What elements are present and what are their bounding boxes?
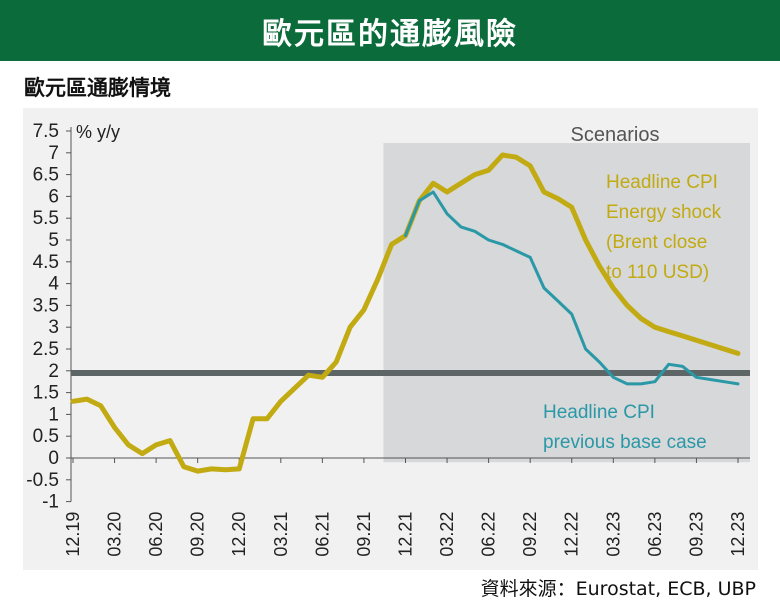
y-tick-label: 2 bbox=[48, 361, 59, 382]
y-tick-label: 1 bbox=[48, 404, 59, 425]
x-tick-label: 03.20 bbox=[105, 512, 125, 557]
source-note: 資料來源：Eurostat, ECB, UBP bbox=[480, 578, 756, 600]
x-tick-label: 12.21 bbox=[395, 512, 415, 557]
series-label-line: Headline CPI bbox=[543, 402, 655, 423]
y-tick-label: 4.5 bbox=[33, 252, 59, 273]
y-tick-label: 3 bbox=[48, 317, 59, 338]
y-tick-label: 3.5 bbox=[33, 295, 59, 316]
series-label-line: to 110 USD) bbox=[606, 262, 709, 283]
inflation-scenario-chart: Scenarios 7.576.565.554.543.532.521.510.… bbox=[26, 121, 750, 557]
y-tick-label: -0.5 bbox=[26, 470, 59, 491]
chart-subtitle: 歐元區通膨情境 bbox=[24, 76, 171, 100]
y-axis: 7.576.565.554.543.532.521.510.50-0.5-1 bbox=[26, 121, 72, 513]
x-tick-label: 12.22 bbox=[562, 512, 582, 557]
series-label-line: (Brent close bbox=[606, 232, 707, 253]
y-axis-unit-label: % y/y bbox=[76, 122, 120, 142]
series-label-line: Energy shock bbox=[606, 202, 722, 223]
x-tick-label: 06.21 bbox=[312, 512, 332, 557]
y-tick-label: 1.5 bbox=[33, 383, 59, 404]
x-axis: 12.19 03.20 06.20 09.20 12.20 03.21 06.21 09.21… bbox=[63, 457, 750, 557]
series-label-previous-base-case: Headline CPI previous base case bbox=[543, 402, 707, 453]
chart-panel: Scenarios 7.5 7 6.5 6 5.5 5 4.5 4 3.5 3 2.5 2 1.5 1 0.… bbox=[23, 108, 758, 570]
y-tick-label: -1 bbox=[42, 492, 59, 513]
x-tick-label: 09.20 bbox=[188, 512, 208, 557]
series-label-energy-shock: Headline CPI Energy shock (Brent close to 1… bbox=[606, 172, 722, 283]
x-tick-label: 12.23 bbox=[728, 512, 748, 557]
series-line-previous-base-case bbox=[404, 190, 740, 386]
banner-title: 歐元區的通膨風險 bbox=[0, 0, 780, 61]
y-tick-label: 2.5 bbox=[33, 339, 59, 360]
series-label-line: previous base case bbox=[543, 432, 707, 453]
y-tick-label: 7 bbox=[48, 143, 59, 164]
scenario-band bbox=[383, 143, 750, 463]
y-tick-label: 7.5 bbox=[33, 121, 59, 142]
y-tick-label: 0 bbox=[48, 448, 59, 469]
x-tick-label: 03.23 bbox=[603, 512, 623, 557]
x-tick-label: 03.21 bbox=[271, 512, 291, 557]
x-tick-label: 06.23 bbox=[645, 512, 665, 557]
x-tick-label: 12.19 bbox=[63, 512, 83, 557]
y-tick-label: 4 bbox=[48, 274, 59, 295]
scenario-label: Scenarios bbox=[571, 124, 660, 146]
x-tick-label: 09.21 bbox=[354, 512, 374, 557]
y-tick-label: 5 bbox=[48, 230, 59, 251]
y-tick-label: 0.5 bbox=[33, 426, 59, 447]
y-tick-label: 5.5 bbox=[33, 208, 59, 229]
x-tick-label: 09.23 bbox=[686, 512, 706, 557]
x-tick-label: 09.22 bbox=[520, 512, 540, 557]
x-tick-label: 03.22 bbox=[437, 512, 457, 557]
x-tick-label: 12.20 bbox=[229, 512, 249, 557]
series-label-line: Headline CPI bbox=[606, 172, 718, 193]
y-tick-label: 6.5 bbox=[33, 165, 59, 186]
y-tick-label: 6 bbox=[48, 186, 59, 207]
x-tick-label: 06.22 bbox=[479, 512, 499, 557]
x-tick-label: 06.20 bbox=[146, 512, 166, 557]
